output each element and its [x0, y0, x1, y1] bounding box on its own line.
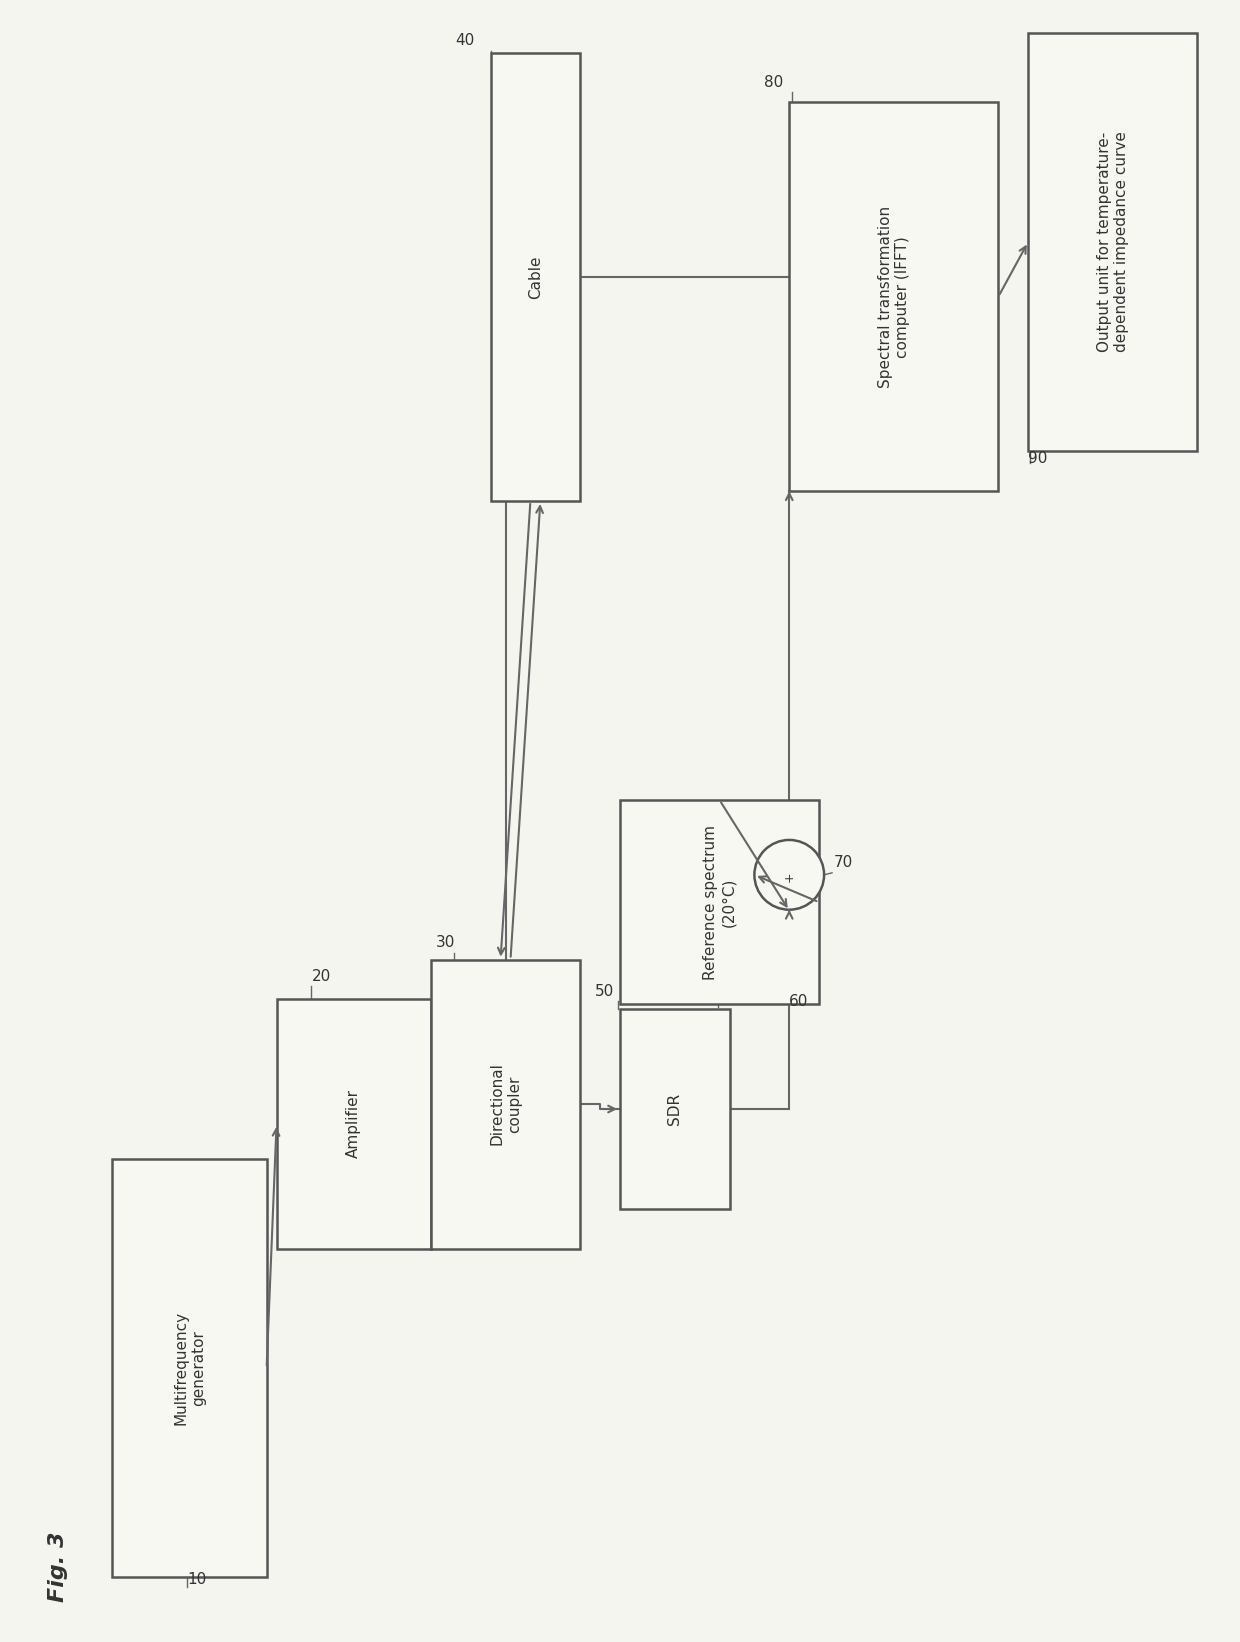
Text: Directional
coupler: Directional coupler [490, 1062, 522, 1146]
Bar [620, 1010, 729, 1209]
Bar [789, 102, 998, 491]
Bar [277, 1000, 430, 1248]
Text: 20: 20 [311, 969, 331, 985]
Text: SDR: SDR [667, 1094, 682, 1125]
Text: Cable: Cable [528, 255, 543, 299]
Circle shape [754, 841, 825, 910]
Text: +: + [782, 872, 796, 882]
Bar [491, 53, 580, 501]
Text: 80: 80 [764, 76, 784, 90]
Bar [620, 800, 820, 1005]
Text: 50: 50 [595, 985, 614, 1000]
Text: 90: 90 [1028, 452, 1048, 466]
Text: 70: 70 [835, 855, 853, 870]
Text: Fig. 3: Fig. 3 [47, 1532, 67, 1603]
Text: 30: 30 [435, 934, 455, 949]
Bar [430, 959, 580, 1248]
Bar [1028, 33, 1198, 452]
Text: Spectral transformation
computer (IFFT): Spectral transformation computer (IFFT) [878, 205, 910, 388]
Text: Multifrequency
generator: Multifrequency generator [174, 1310, 206, 1425]
Text: 10: 10 [187, 1573, 206, 1588]
Text: 60: 60 [789, 995, 808, 1010]
Text: Amplifier: Amplifier [346, 1090, 361, 1159]
Text: Reference spectrum
(20°C): Reference spectrum (20°C) [703, 824, 735, 980]
Text: 40: 40 [456, 33, 475, 48]
Text: Output unit for temperature-
dependent impedance curve: Output unit for temperature- dependent i… [1096, 131, 1128, 353]
Bar [113, 1159, 267, 1578]
